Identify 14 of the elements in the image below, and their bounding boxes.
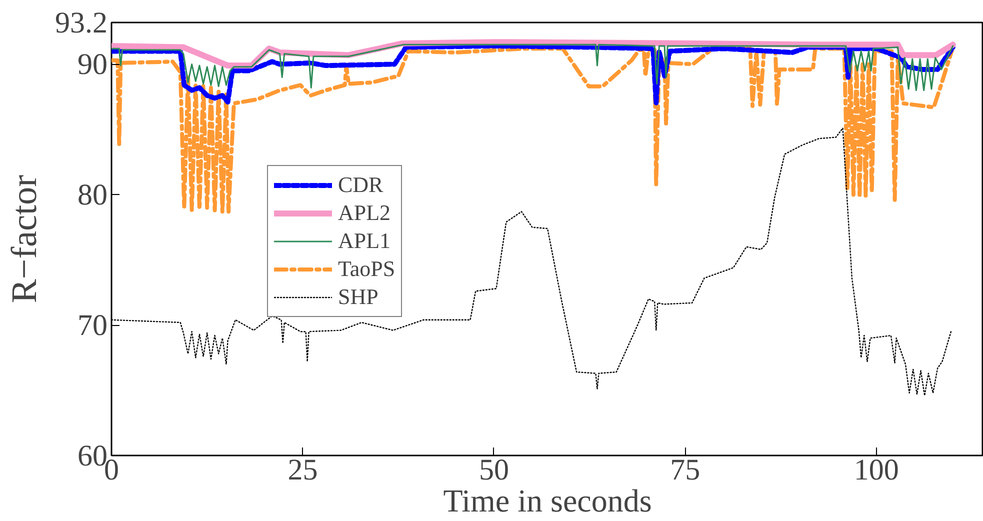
y-tick-label: 80 bbox=[78, 178, 108, 212]
y-tick-label: 93.2 bbox=[55, 6, 108, 40]
legend-label: SHP bbox=[338, 284, 378, 310]
line-series bbox=[112, 44, 954, 92]
y-tick-label: 70 bbox=[78, 309, 108, 342]
x-tick-label: 75 bbox=[670, 454, 700, 486]
legend-label: TaoPS bbox=[338, 256, 396, 282]
y-axis-title: R−factor bbox=[4, 174, 44, 304]
legend-label: CDR bbox=[338, 172, 384, 198]
legend-label: APL2 bbox=[338, 200, 391, 226]
y-tick-label: 90 bbox=[78, 48, 108, 82]
x-tick-label: 25 bbox=[288, 454, 318, 486]
x-tick-label: 100 bbox=[854, 454, 899, 486]
legend-label: APL1 bbox=[338, 228, 391, 254]
